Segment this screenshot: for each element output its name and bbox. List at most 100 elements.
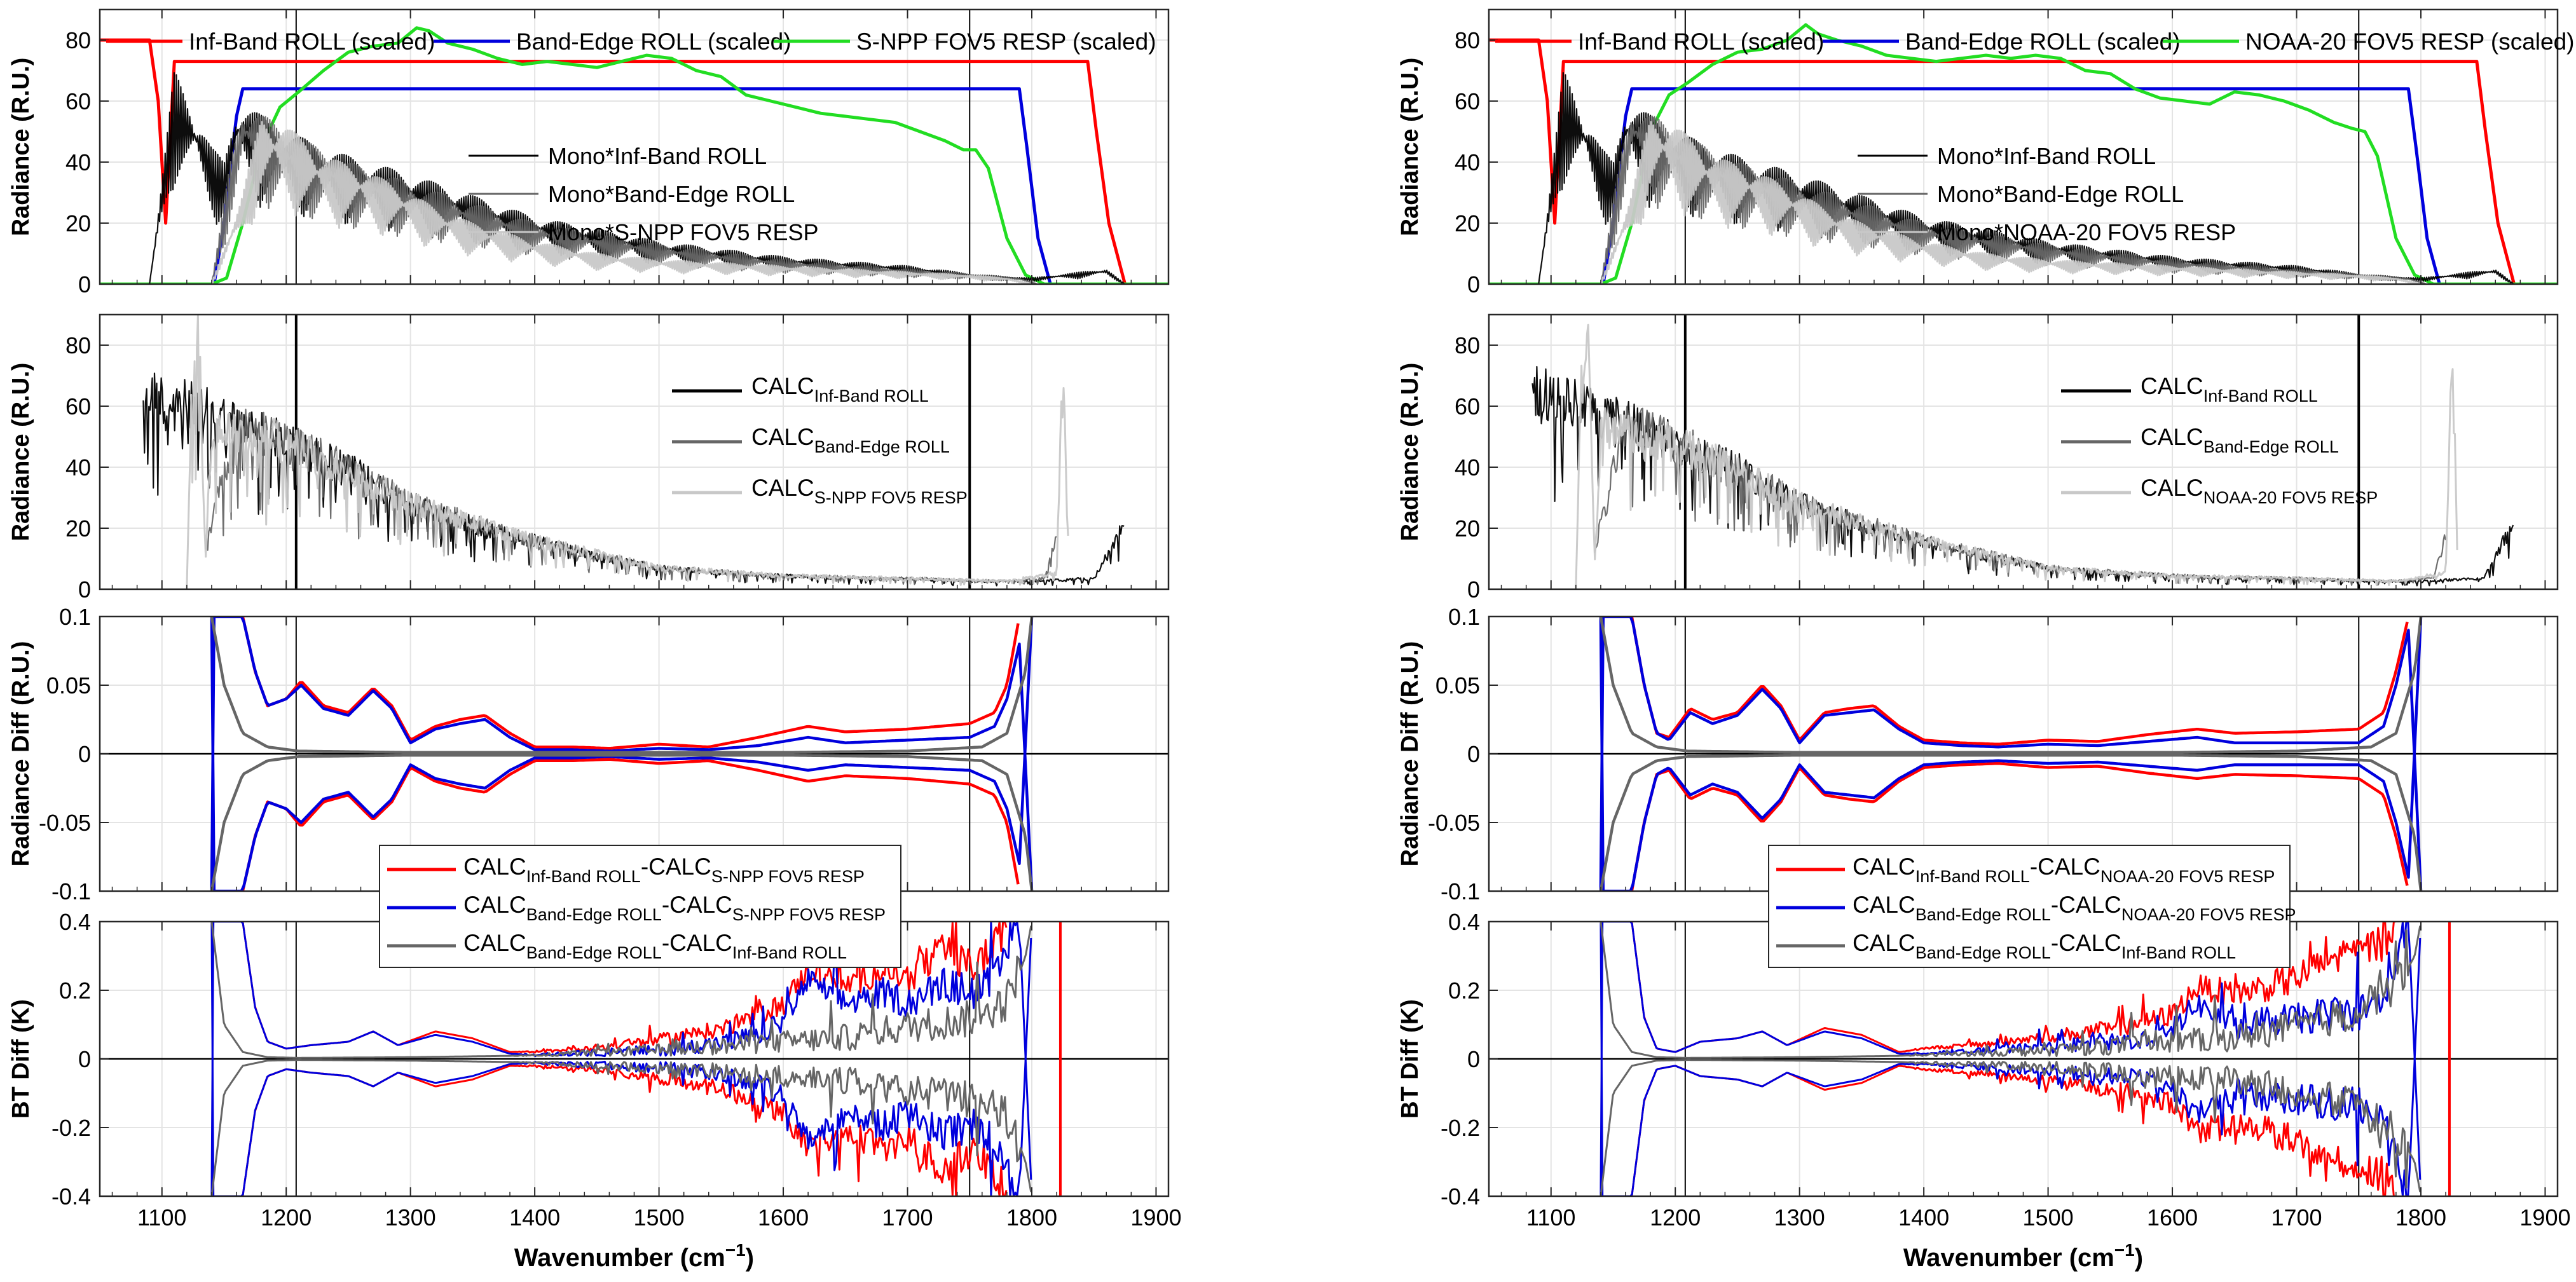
x-tick-label: 1400 — [1898, 1204, 1949, 1231]
legend-box — [379, 845, 901, 968]
x-tick-label: 1600 — [758, 1204, 809, 1231]
y-tick-label: 40 — [1455, 149, 1480, 175]
legend-label: Inf-Band ROLL (scaled) — [1578, 29, 1824, 55]
series-line — [1575, 324, 2458, 589]
y-axis-label: Radiance (R.U.) — [8, 363, 34, 542]
x-tick-label: 1100 — [1526, 1204, 1575, 1231]
y-axis-label: Radiance Diff (R.U.) — [8, 641, 34, 867]
x-tick-label: 1100 — [137, 1204, 186, 1231]
panel-noaa20-radiance-response: 0 20 40 60 80 Radiance (R.U.) Inf-Band ROLL (s… — [1397, 8, 2575, 297]
y-tick-label: 60 — [65, 88, 91, 114]
y-tick-label: 20 — [1455, 210, 1480, 236]
y-tick-label: 0 — [1467, 271, 1480, 297]
plot-series — [100, 617, 1168, 891]
panel-snpp-calc-radiance: 0 20 40 60 80 Radiance (R.U.) CALCInf-Band ROL… — [8, 313, 1170, 603]
x-tick-label: 1400 — [509, 1204, 560, 1231]
y-tick-label: 40 — [65, 454, 91, 481]
series-line — [210, 922, 1032, 1059]
panel-snpp-radiance-response: 0 20 40 60 80 Radiance (R.U.) Inf-Band ROLL (s… — [8, 8, 1170, 297]
y-tick-label: 0.4 — [59, 909, 91, 935]
series-line-mirror — [1600, 1059, 2422, 1196]
y-tick-label: 0.05 — [1435, 672, 1480, 699]
series-line-mirror — [1599, 617, 2423, 891]
y-tick-label: 40 — [1455, 454, 1480, 481]
y-tick-label: 0.05 — [46, 672, 91, 699]
y-axis-label: Radiance (R.U.) — [1397, 58, 1423, 236]
y-tick-label: 20 — [1455, 515, 1480, 542]
series-line — [1599, 617, 2423, 754]
x-tick-label: 1800 — [2395, 1204, 2446, 1231]
legend-label: CALCNOAA-20 FOV5 RESP — [2141, 475, 2378, 507]
legend-label: CALCInf-Band ROLL-CALCS-NPP FOV5 RESP — [463, 854, 865, 886]
series-line — [241, 617, 1020, 750]
y-tick-label: 0.2 — [59, 978, 91, 1004]
y-tick-label: 0 — [78, 271, 91, 297]
y-tick-label: 0.4 — [1448, 909, 1480, 935]
y-tick-label: -0.05 — [39, 810, 91, 836]
legend-label: Mono*Inf-Band ROLL — [1937, 143, 2156, 169]
series-line — [1599, 617, 2423, 891]
legend-label: S-NPP FOV5 RESP (scaled) — [856, 29, 1156, 55]
series-line-mirror — [1600, 922, 2422, 1196]
legend-label: CALCBand-Edge ROLL-CALCNOAA-20 FOV5 RESP — [1853, 892, 2296, 924]
legend-label: CALCBand-Edge ROLL — [751, 424, 950, 456]
y-tick-label: -0.2 — [1441, 1115, 1480, 1141]
y-tick-label: 60 — [65, 393, 91, 419]
y-tick-label: 60 — [1455, 88, 1480, 114]
y-tick-label: 0 — [1467, 741, 1480, 767]
legend-label: Mono*Inf-Band ROLL — [548, 143, 767, 169]
y-tick-label: 60 — [1455, 393, 1480, 419]
y-tick-label: 20 — [65, 515, 91, 542]
plot-series — [142, 315, 1125, 589]
plot-series — [1531, 315, 2514, 589]
series-line-mirror — [1599, 753, 2423, 891]
y-tick-label: 0.1 — [59, 604, 91, 630]
series-line-mirror — [210, 617, 1034, 891]
series-line — [1600, 115, 2427, 284]
y-tick-label: 0.2 — [1448, 978, 1480, 1004]
series-line — [1630, 617, 2409, 746]
series-line — [100, 38, 1168, 284]
legend-label: CALCBand-Edge ROLL-CALCInf-Band ROLL — [463, 930, 847, 962]
x-tick-label: 1300 — [385, 1204, 436, 1231]
legend-label: Mono*Band-Edge ROLL — [1937, 181, 2184, 207]
series-line — [210, 617, 1034, 891]
plot-series — [100, 10, 1168, 284]
legend-label: Mono*Band-Edge ROLL — [548, 181, 795, 207]
y-axis-label: Radiance (R.U.) — [1397, 363, 1423, 542]
series-line — [1600, 121, 2421, 284]
x-tick-label: 1600 — [2147, 1204, 2198, 1231]
legend-label: CALCBand-Edge ROLL-CALCInf-Band ROLL — [1853, 930, 2236, 962]
y-tick-label: 0 — [1467, 576, 1480, 603]
series-line-mirror — [210, 753, 1034, 891]
y-tick-label: 0 — [78, 576, 91, 603]
plot-series — [100, 922, 1168, 1196]
series-line — [210, 617, 1034, 754]
y-axis-label: BT Diff (K) — [1397, 999, 1423, 1119]
series-line — [1600, 922, 2422, 1196]
legend-label: Mono*NOAA-20 FOV5 RESP — [1937, 219, 2236, 245]
y-tick-label: -0.05 — [1428, 810, 1480, 836]
series-line-mirror — [1630, 761, 2409, 891]
x-tick-label: 1200 — [261, 1204, 312, 1231]
x-axis-label: Wavenumber (cm−1) — [514, 1240, 754, 1272]
y-tick-label: 20 — [65, 210, 91, 236]
x-tick-label: 1200 — [1650, 1204, 1701, 1231]
series-line-mirror — [241, 758, 1020, 891]
y-tick-label: 0 — [78, 741, 91, 767]
y-axis-label: Radiance Diff (R.U.) — [1397, 641, 1423, 867]
legend-label: Inf-Band ROLL (scaled) — [189, 29, 435, 55]
x-tick-label: 1800 — [1006, 1204, 1057, 1231]
plot-series — [1489, 10, 2558, 284]
x-tick-label: 1900 — [2519, 1204, 2570, 1231]
y-tick-label: 80 — [1455, 27, 1480, 53]
y-tick-label: 0 — [78, 1046, 91, 1072]
y-axis-label: Radiance (R.U.) — [8, 58, 34, 236]
legend-box — [1768, 845, 2291, 968]
series-line — [210, 115, 1038, 284]
legend-label: CALCInf-Band ROLL-CALCNOAA-20 FOV5 RESP — [1853, 854, 2275, 886]
legend-label: CALCBand-Edge ROLL-CALCS-NPP FOV5 RESP — [463, 892, 886, 924]
x-axis-label: Wavenumber (cm−1) — [1903, 1240, 2143, 1272]
plot-series — [1489, 922, 2558, 1196]
